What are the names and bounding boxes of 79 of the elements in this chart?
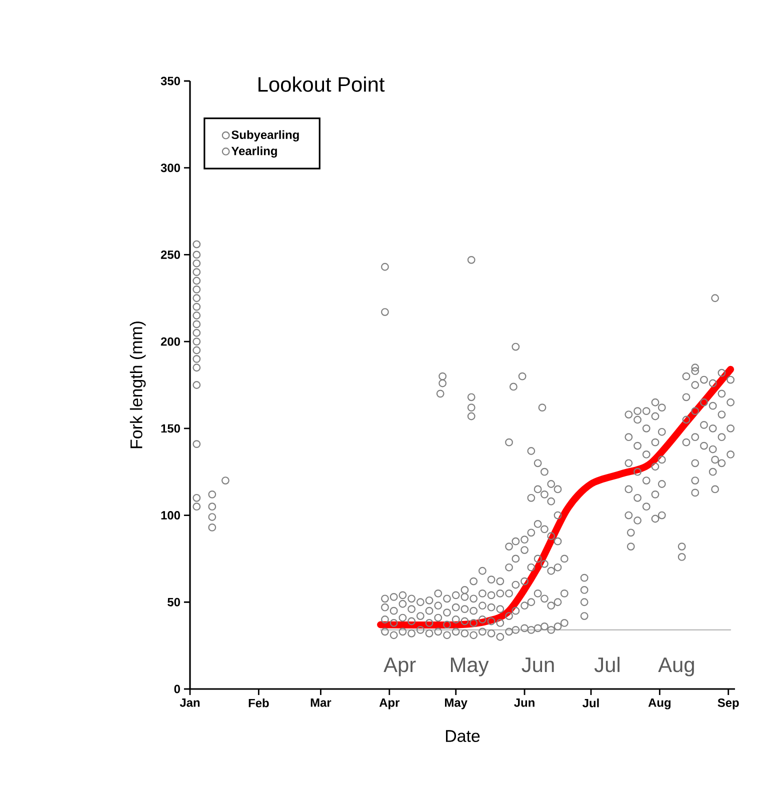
point [580, 598, 588, 606]
y-axis-title: Fork length (mm) [130, 322, 146, 448]
point [626, 528, 635, 537]
point [192, 502, 201, 511]
x-tick-label: Jul [582, 698, 599, 708]
x-tick-label: Jan [180, 698, 200, 707]
y-tick-label: 0 [174, 684, 180, 694]
annotation: May [450, 658, 489, 676]
point [192, 312, 201, 320]
point [208, 490, 216, 498]
y-tick-label: 200 [160, 337, 180, 346]
point [192, 338, 201, 346]
y-tick-label: 150 [161, 424, 180, 433]
point [678, 542, 686, 550]
point [208, 502, 216, 511]
point [580, 586, 588, 594]
point [192, 494, 201, 502]
point [192, 320, 201, 328]
x-tick-label: Aug [648, 698, 670, 710]
point [626, 542, 635, 550]
point [192, 302, 201, 311]
point [381, 262, 389, 271]
point [467, 412, 476, 420]
y-tick-label: 50 [168, 598, 180, 606]
point [208, 513, 216, 521]
point [691, 488, 700, 497]
point [505, 438, 513, 446]
point [467, 256, 476, 264]
point [192, 250, 201, 259]
point [438, 379, 447, 388]
point [192, 354, 201, 363]
x-tick-label: Sep [718, 698, 739, 710]
point [510, 382, 518, 391]
point [512, 342, 520, 351]
point [436, 390, 444, 398]
point [192, 240, 201, 248]
point [691, 476, 700, 484]
annotation: Jun [522, 658, 554, 672]
annotation: Aug [658, 658, 694, 676]
point [518, 372, 526, 380]
point [467, 404, 476, 412]
point [711, 456, 720, 464]
point [208, 523, 216, 532]
y-tick-label: 350 [160, 76, 180, 86]
point [192, 276, 201, 285]
annotation: Apr [384, 658, 416, 676]
point [192, 346, 201, 354]
point [381, 308, 389, 316]
point [467, 393, 476, 402]
annotation: Jul [594, 656, 620, 672]
chart-title: Lookout Point [258, 76, 385, 92]
x-tick-label: Apr [379, 698, 400, 710]
legend-label: Yearling [231, 146, 277, 158]
point [691, 364, 700, 372]
point [192, 440, 201, 448]
x-tick-label: May [445, 698, 468, 710]
x-tick-label: Feb [248, 698, 269, 708]
x-tick-label: Mar [310, 698, 332, 707]
point [678, 553, 686, 561]
point [711, 294, 720, 302]
x-axis-title: Date [446, 730, 480, 742]
y-tick-label: 100 [161, 511, 180, 520]
point [538, 404, 546, 412]
point [580, 574, 588, 582]
point [192, 294, 201, 302]
point [192, 259, 201, 268]
point [711, 485, 720, 494]
point [192, 268, 201, 276]
point [438, 372, 447, 380]
point [192, 286, 201, 294]
point [580, 612, 588, 620]
y-tick-label: 250 [160, 250, 180, 259]
point [192, 364, 201, 372]
x-tick-label: Jun [514, 698, 534, 707]
point [192, 381, 201, 389]
point [192, 328, 201, 337]
legend-label: Subyearling [232, 130, 299, 142]
point [221, 476, 230, 484]
y-tick-label: 300 [160, 164, 180, 172]
